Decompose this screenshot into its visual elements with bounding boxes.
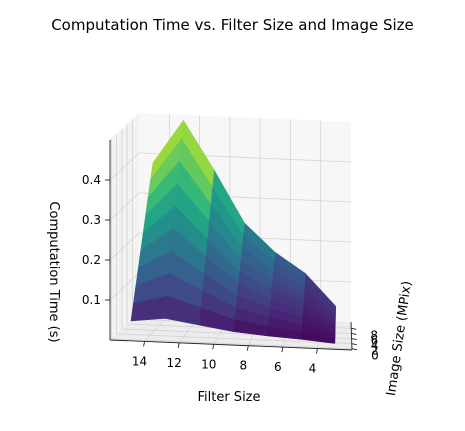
z-axis-label: Computation Time (s) <box>46 201 61 342</box>
x-tick-mark <box>143 341 146 347</box>
grid-line-z <box>109 192 352 221</box>
y-tick-label: 0 <box>371 349 379 363</box>
left-pane <box>110 113 139 340</box>
y-tick-label: 8 <box>370 328 378 342</box>
grid-line-y <box>116 133 352 344</box>
y-tick-mark <box>351 327 357 330</box>
chart-title: Computation Time vs. Filter Size and Ima… <box>51 16 414 34</box>
y-axis-line <box>350 321 353 351</box>
x-tick-label: 6 <box>274 360 282 374</box>
x-tick-label: 14 <box>132 354 147 368</box>
surface-cell <box>130 295 168 322</box>
x-tick-label: 10 <box>201 357 216 371</box>
y-tick-label: 2 <box>371 344 379 358</box>
grid-line-z <box>109 152 352 181</box>
x-tick-label: 12 <box>167 356 182 370</box>
x-tick-mark <box>212 344 215 350</box>
x-tick-mark <box>246 345 249 351</box>
y-tick-label: 6 <box>371 333 379 347</box>
x-axis-label: Filter Size <box>197 390 260 405</box>
x-tick-label: 8 <box>239 359 247 373</box>
z-tick-label: 0.3 <box>82 213 101 227</box>
surface-mesh <box>130 119 337 344</box>
grid-line-y <box>110 138 353 350</box>
x-tick-mark <box>281 347 284 353</box>
y-tick-mark <box>351 338 357 340</box>
y-tick-mark <box>351 333 357 335</box>
y-tick-mark <box>351 343 357 346</box>
y-tick-mark <box>351 348 358 351</box>
x-axis-line <box>109 339 353 351</box>
axis-edges <box>109 140 353 351</box>
x-tick-mark <box>315 348 318 354</box>
tick-marks <box>105 179 358 354</box>
y-tick-label: 4 <box>371 339 379 353</box>
x-tick-label: 4 <box>309 362 317 376</box>
z-tick-label: 0.4 <box>82 173 101 187</box>
z-tick-label: 0.2 <box>82 253 101 267</box>
x-tick-mark <box>177 342 180 348</box>
z-tick-label: 0.1 <box>82 293 101 307</box>
grid-line-z <box>109 232 352 261</box>
y-axis-label: Image Size (MPix) <box>384 280 415 397</box>
